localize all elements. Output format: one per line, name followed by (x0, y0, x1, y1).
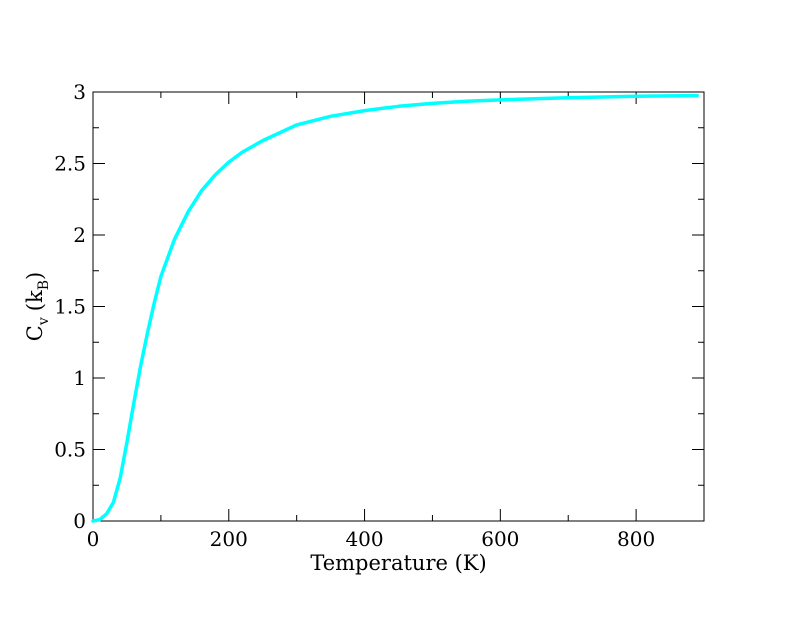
y-tick-label: 2.5 (54, 152, 86, 176)
y-tick-label: 3 (73, 80, 86, 104)
x-tick-label: 200 (210, 527, 248, 551)
y-label-sub-b: B (36, 280, 52, 290)
y-label-sub-v: v (36, 317, 52, 326)
x-tick-label: 600 (481, 527, 519, 551)
y-axis-label-text: Cv (kB) (23, 272, 52, 341)
x-tick-label: 400 (345, 527, 383, 551)
x-tick-label: 800 (617, 527, 655, 551)
y-tick-label: 2 (73, 223, 86, 247)
x-tick-label: 0 (87, 527, 100, 551)
y-axis-label: Cv (kB) (23, 272, 52, 341)
y-tick-label: 0.5 (54, 438, 86, 462)
y-tick-label: 0 (73, 509, 86, 533)
y-label-main: C (23, 325, 47, 341)
series-line (91, 93, 699, 523)
y-tick-label: 1 (73, 366, 86, 390)
y-label-paren-close: ) (23, 272, 47, 280)
tick-labels: 0 200 400 600 800 0 0.5 1 1.5 2 2.5 3 (54, 80, 655, 551)
x-axis-label: Temperature (K) (310, 551, 486, 575)
y-label-paren-open: (k (23, 290, 47, 311)
y-tick-label: 1.5 (54, 295, 86, 319)
